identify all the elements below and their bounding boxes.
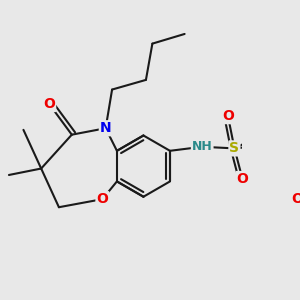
Text: O: O [291, 192, 300, 206]
Text: S: S [230, 141, 239, 155]
Text: O: O [43, 97, 55, 111]
Text: N: N [100, 121, 112, 135]
Text: O: O [222, 109, 234, 123]
Text: NH: NH [192, 140, 213, 153]
Text: O: O [97, 192, 108, 206]
Text: O: O [236, 172, 248, 186]
